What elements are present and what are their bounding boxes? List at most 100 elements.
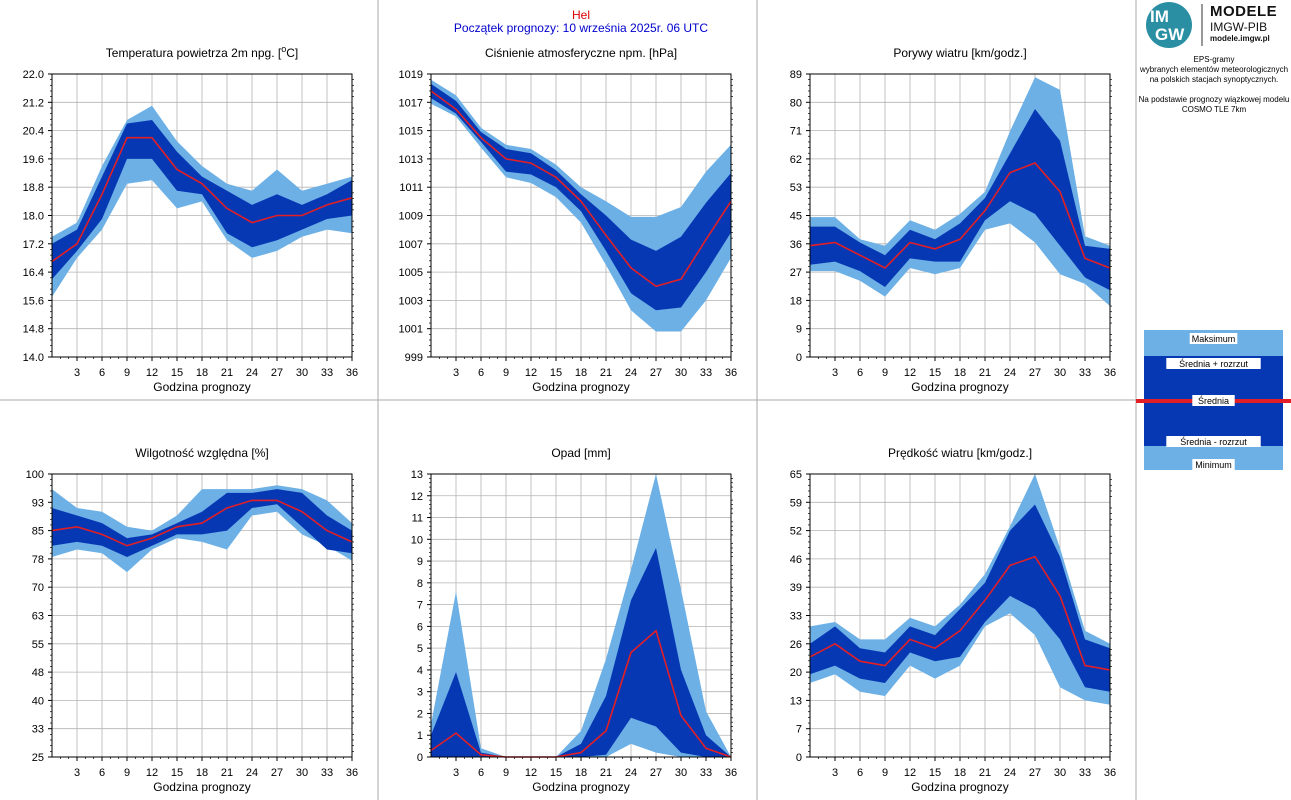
x-tick-label: 36 [725,767,737,779]
x-tick-label: 6 [857,367,863,379]
chart-panel-3: Wilgotność względna [%]25334048556370788… [26,446,358,794]
x-tick-label: 27 [271,767,283,779]
y-tick-label: 4 [417,665,423,677]
x-tick-label: 24 [625,367,637,379]
x-tick-label: 33 [700,767,712,779]
y-tick-label: 80 [790,97,802,109]
x-tick-label: 27 [650,767,662,779]
x-tick-label: 15 [929,767,941,779]
plot-frame [430,73,732,358]
spread-band [810,109,1110,291]
x-tick-label: 18 [196,767,208,779]
x-tick-label: 24 [1004,767,1016,779]
x-axis-label: Godzina prognozy [153,780,250,794]
y-tick-label: 1007 [399,239,423,251]
mean-line [430,629,732,758]
x-axis-label: Godzina prognozy [911,780,1008,794]
plot-frame [809,473,1111,758]
plot-frame [51,473,353,758]
y-tick-label: 1001 [399,324,423,336]
mean-line [51,136,353,263]
y-tick-label: 18.0 [23,211,44,223]
y-tick-label: 14.0 [23,352,44,364]
y-tick-label: 20 [790,667,802,679]
chart-panel-1: Ciśnienie atmosferyczne npm. [hPa] 999 100… [399,46,738,394]
legend-label-bg [1166,358,1261,369]
chart-title-sup: o [281,44,286,54]
y-tick-label: 7 [417,600,423,612]
x-axis-label: Godzina prognozy [532,780,629,794]
legend-label-max: Maksimum [1192,334,1236,344]
y-tick-label: 6 [417,621,423,633]
y-tick-label: 1003 [399,295,423,307]
y-tick-label: 1009 [399,211,423,223]
legend-label-bg [1166,436,1261,447]
y-tick-label: 1019 [399,69,423,81]
x-tick-label: 36 [725,367,737,379]
x-tick-label: 33 [1079,367,1091,379]
legend-label-min: Minimum [1195,460,1232,470]
y-tick-label: 0 [417,752,423,764]
y-tick-label: 19.6 [23,154,44,166]
y-tick-label: 39 [790,582,802,594]
spread-band [431,548,731,757]
x-tick-label: 21 [979,767,991,779]
chart-title: Temperatura powietrza 2m npg. [oC] [106,44,298,60]
y-tick-label: 11 [412,513,423,525]
forecast-start-title: Początek prognozy: 10 września 2025r. 06… [454,21,708,35]
legend-label-bg [1189,333,1238,344]
y-tick-label: 53 [790,182,802,194]
y-tick-label: 20.4 [23,126,44,138]
x-axis-label: Godzina prognozy [532,380,629,394]
y-tick-label: 45 [790,211,802,223]
y-tick-label: 9 [796,324,802,336]
x-tick-label: 30 [675,767,687,779]
y-tick-label: 100 [26,469,44,481]
chart-title: Opad [mm] [551,446,610,460]
x-tick-label: 6 [478,767,484,779]
x-tick-label: 27 [1029,367,1041,379]
x-tick-label: 21 [221,367,233,379]
chart-panel-2: Porywy wiatru [km/godz.]0918273645536271… [790,46,1116,394]
x-tick-label: 36 [346,367,358,379]
chart-title-end: C] [286,46,298,60]
legend: Maksimum Średnia + rozrzut Średnia Średnia … [1136,330,1291,470]
x-tick-label: 30 [296,767,308,779]
x-tick-label: 33 [1079,767,1091,779]
y-tick-label: 62 [790,154,802,166]
chart-title: Ciśnienie atmosferyczne npm. [hPa] [485,46,677,60]
x-tick-label: 15 [550,767,562,779]
x-tick-label: 3 [453,367,459,379]
x-axis-label: Godzina prognozy [911,380,1008,394]
y-tick-label: 16.4 [23,267,44,279]
station-title: Hel [572,8,590,22]
x-tick-label: 3 [74,767,80,779]
x-tick-label: 12 [904,767,916,779]
y-tick-label: 1 [417,730,423,742]
y-tick-label: 1005 [399,267,423,279]
y-tick-label: 78 [32,554,44,566]
x-tick-label: 12 [525,367,537,379]
y-tick-label: 25 [32,752,44,764]
imgw-logo-circle: IM GW [1146,2,1192,48]
y-tick-label: 0 [796,352,802,364]
x-tick-label: 18 [196,367,208,379]
x-tick-label: 3 [453,767,459,779]
plot-frame [809,73,1111,358]
x-tick-label: 21 [600,767,612,779]
x-tick-label: 6 [99,767,105,779]
spread-band [52,120,352,280]
x-tick-label: 30 [1054,767,1066,779]
x-tick-label: 3 [74,367,80,379]
y-tick-label: 1017 [399,97,423,109]
x-tick-label: 27 [271,367,283,379]
y-tick-label: 63 [32,611,44,623]
y-tick-label: 93 [32,497,44,509]
legend-label-bg [1192,459,1235,470]
y-tick-label: 21.2 [23,97,44,109]
chart-title: Wilgotność względna [%] [135,446,268,460]
y-tick-label: 10 [411,534,423,546]
y-tick-label: 59 [790,497,802,509]
y-tick-label: 5 [417,643,423,655]
x-tick-label: 6 [478,367,484,379]
